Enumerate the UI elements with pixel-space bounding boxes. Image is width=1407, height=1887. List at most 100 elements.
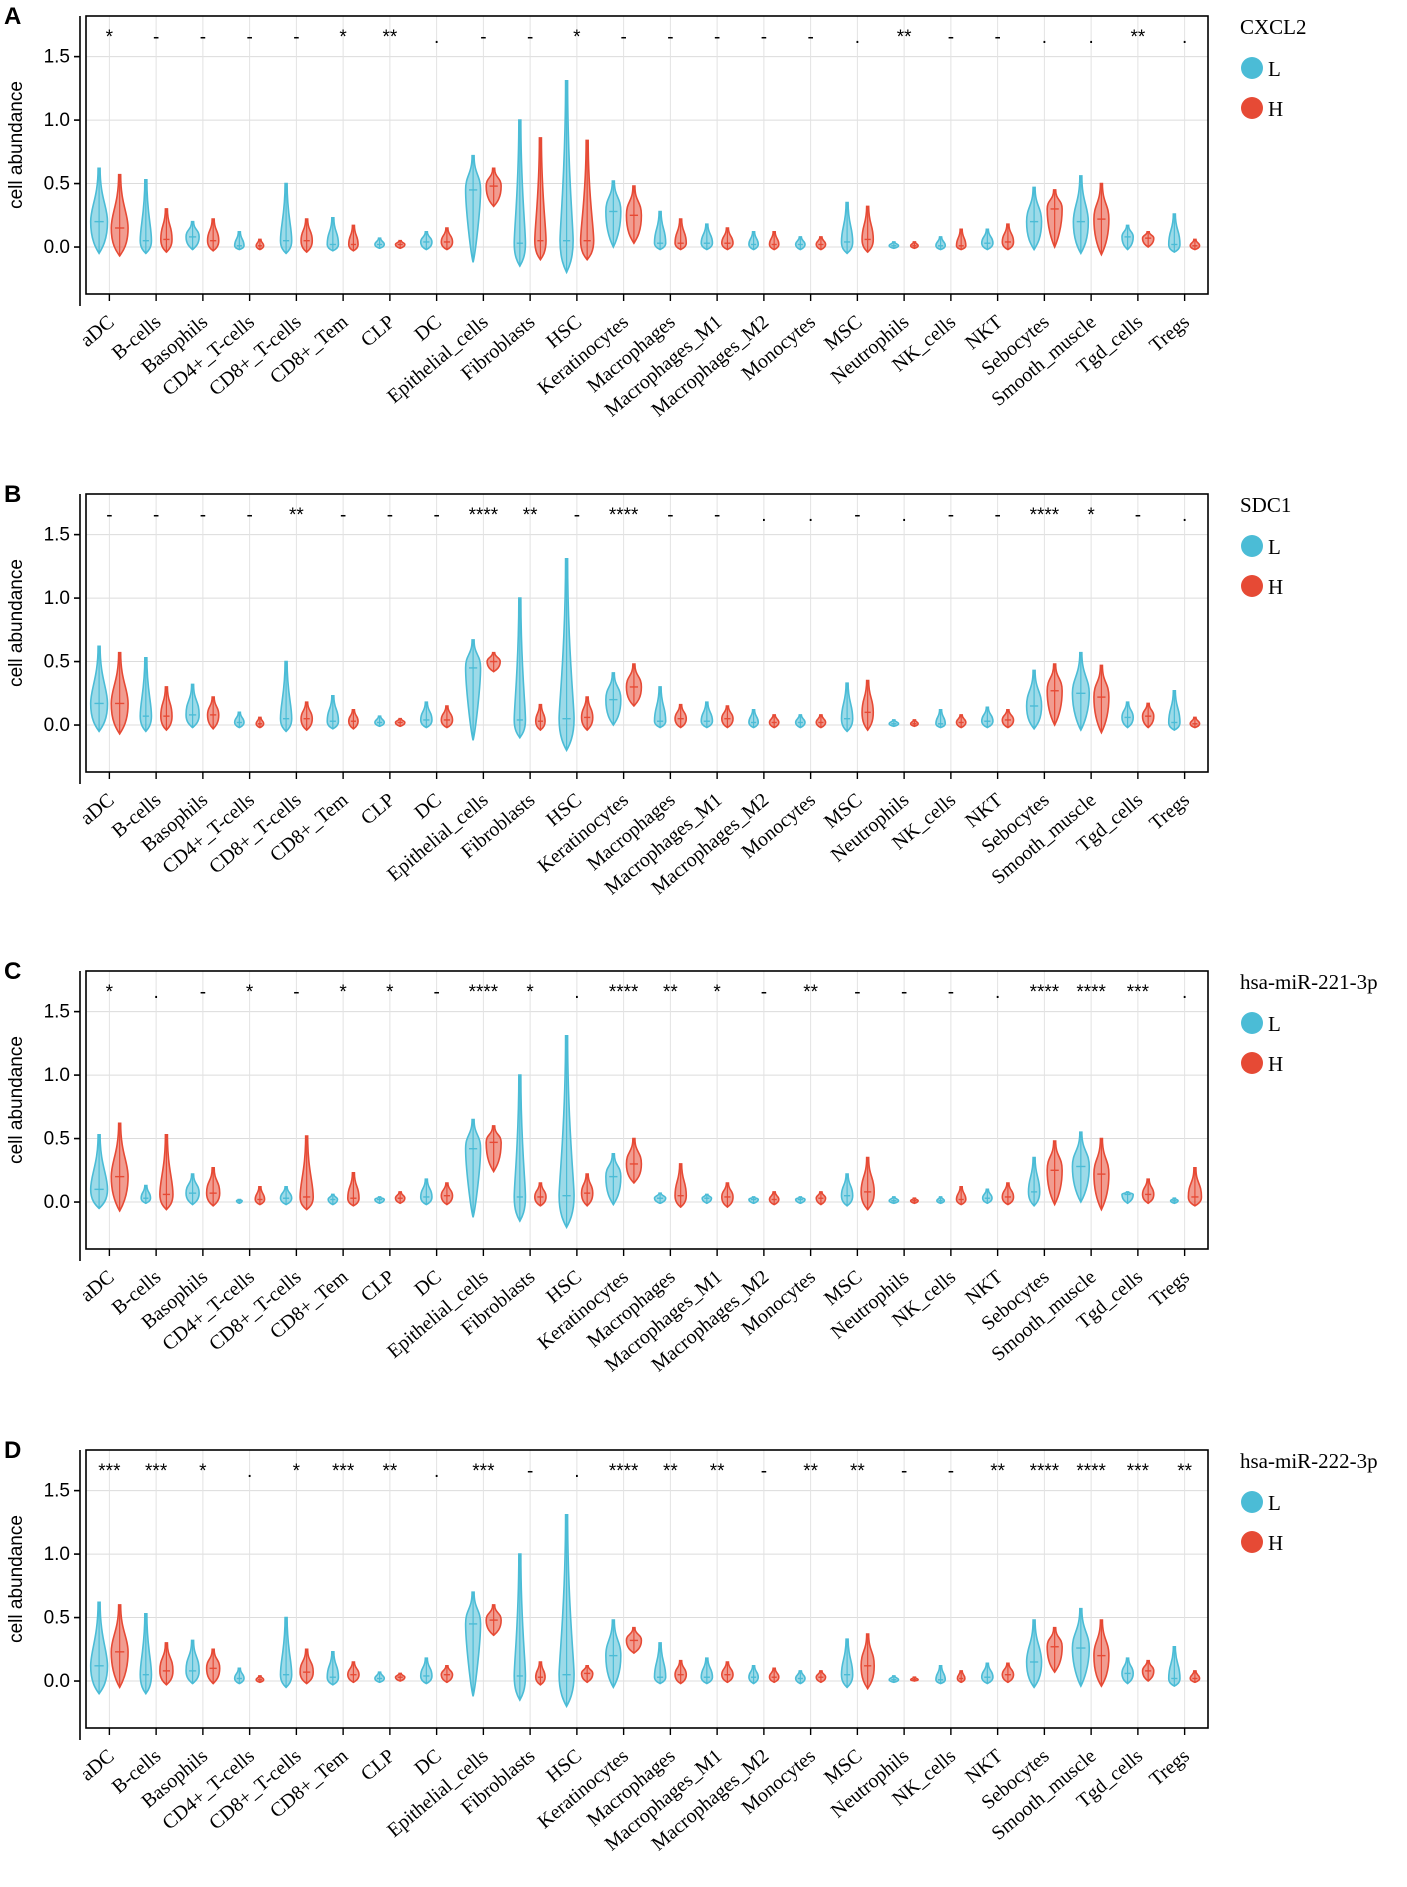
significance-marker: **** xyxy=(1030,505,1060,526)
significance-marker: - xyxy=(994,505,1000,526)
y-axis-label: cell abundance xyxy=(6,1036,27,1164)
significance-marker: - xyxy=(761,1461,767,1482)
y-axis-label: cell abundance xyxy=(6,81,27,209)
significance-marker: *** xyxy=(145,1461,168,1482)
significance-marker: * xyxy=(339,27,347,48)
significance-marker: - xyxy=(901,982,907,1003)
y-tick-label: 1.5 xyxy=(44,1002,70,1023)
legend-label-H: H xyxy=(1268,97,1283,121)
panel-letter: D xyxy=(4,1437,21,1464)
significance-marker: . xyxy=(434,1461,439,1482)
x-category-label: DC xyxy=(410,789,445,824)
significance-marker: - xyxy=(620,27,626,48)
significance-marker: . xyxy=(153,982,158,1003)
significance-marker: . xyxy=(434,27,439,48)
significance-marker: ** xyxy=(990,1461,1005,1482)
significance-marker: - xyxy=(854,505,860,526)
significance-marker: *** xyxy=(98,1461,121,1482)
y-axis-label: cell abundance xyxy=(6,559,27,687)
x-category-label: Tregs xyxy=(1145,311,1194,357)
legend-swatch-L xyxy=(1241,535,1263,557)
significance-marker: . xyxy=(1088,27,1093,48)
x-category-label: Tregs xyxy=(1145,1266,1194,1312)
significance-marker: * xyxy=(246,982,254,1003)
y-axis-label: cell abundance xyxy=(6,1515,27,1643)
significance-marker: - xyxy=(854,982,860,1003)
y-tick-label: 1.5 xyxy=(44,47,70,68)
significance-marker: **** xyxy=(609,505,639,526)
legend-label-H: H xyxy=(1268,1052,1283,1076)
panel-letter: A xyxy=(4,3,21,30)
significance-marker: * xyxy=(386,982,394,1003)
x-category-label: Tregs xyxy=(1145,1745,1194,1791)
significance-marker: **** xyxy=(469,505,499,526)
y-tick-label: 1.0 xyxy=(44,1544,70,1565)
y-tick-label: 1.0 xyxy=(44,588,70,609)
significance-marker: ** xyxy=(803,982,818,1003)
significance-marker: **** xyxy=(1076,1461,1106,1482)
legend-swatch-H xyxy=(1241,97,1263,119)
significance-marker: - xyxy=(433,505,439,526)
significance-marker: . xyxy=(808,505,813,526)
plot-frame xyxy=(85,1449,1209,1729)
significance-marker: ** xyxy=(382,27,397,48)
significance-marker: ** xyxy=(1177,1461,1192,1482)
significance-marker: - xyxy=(387,505,393,526)
significance-marker: - xyxy=(948,27,954,48)
significance-marker: - xyxy=(807,27,813,48)
y-tick-label: 1.5 xyxy=(44,525,70,546)
significance-marker: . xyxy=(1182,982,1187,1003)
legend-title: SDC1 xyxy=(1240,493,1291,517)
significance-marker: **** xyxy=(1076,982,1106,1003)
significance-marker: - xyxy=(433,982,439,1003)
significance-marker: ** xyxy=(663,1461,678,1482)
significance-marker: - xyxy=(761,982,767,1003)
significance-marker: * xyxy=(293,1461,301,1482)
legend-swatch-H xyxy=(1241,1052,1263,1074)
significance-marker: - xyxy=(293,982,299,1003)
significance-marker: *** xyxy=(332,1461,355,1482)
significance-marker: - xyxy=(527,27,533,48)
legend-title: hsa-miR-221-3p xyxy=(1240,970,1378,994)
y-tick-label: 0.5 xyxy=(44,174,70,195)
significance-marker: . xyxy=(761,505,766,526)
significance-marker: . xyxy=(574,982,579,1003)
significance-marker: - xyxy=(200,27,206,48)
legend-title: CXCL2 xyxy=(1240,15,1307,39)
legend-swatch-L xyxy=(1241,1491,1263,1513)
significance-marker: . xyxy=(1182,27,1187,48)
y-tick-label: 0.5 xyxy=(44,1129,70,1150)
significance-marker: - xyxy=(293,27,299,48)
significance-marker: - xyxy=(948,1461,954,1482)
significance-marker: * xyxy=(339,982,347,1003)
significance-marker: *** xyxy=(1127,982,1150,1003)
legend-swatch-H xyxy=(1241,1531,1263,1553)
significance-marker: ** xyxy=(803,1461,818,1482)
significance-marker: . xyxy=(855,27,860,48)
significance-marker: - xyxy=(761,27,767,48)
significance-marker: ** xyxy=(289,505,304,526)
significance-marker: - xyxy=(153,27,159,48)
significance-marker: - xyxy=(106,505,112,526)
significance-marker: ** xyxy=(663,982,678,1003)
significance-marker: **** xyxy=(1030,982,1060,1003)
x-category-label: CLP xyxy=(357,789,399,829)
significance-marker: - xyxy=(480,27,486,48)
legend-title: hsa-miR-222-3p xyxy=(1240,1449,1378,1473)
significance-marker: **** xyxy=(1030,1461,1060,1482)
significance-marker: * xyxy=(573,27,581,48)
significance-marker: * xyxy=(713,982,721,1003)
significance-marker: * xyxy=(1087,505,1095,526)
x-category-label: Tregs xyxy=(1145,789,1194,835)
significance-marker: * xyxy=(199,1461,207,1482)
significance-marker: *** xyxy=(472,1461,495,1482)
legend-label-L: L xyxy=(1268,535,1281,559)
significance-marker: **** xyxy=(609,982,639,1003)
significance-marker: ** xyxy=(850,1461,865,1482)
significance-marker: - xyxy=(527,1461,533,1482)
significance-marker: - xyxy=(574,505,580,526)
y-tick-label: 1.5 xyxy=(44,1481,70,1502)
y-tick-label: 0.0 xyxy=(44,237,70,258)
